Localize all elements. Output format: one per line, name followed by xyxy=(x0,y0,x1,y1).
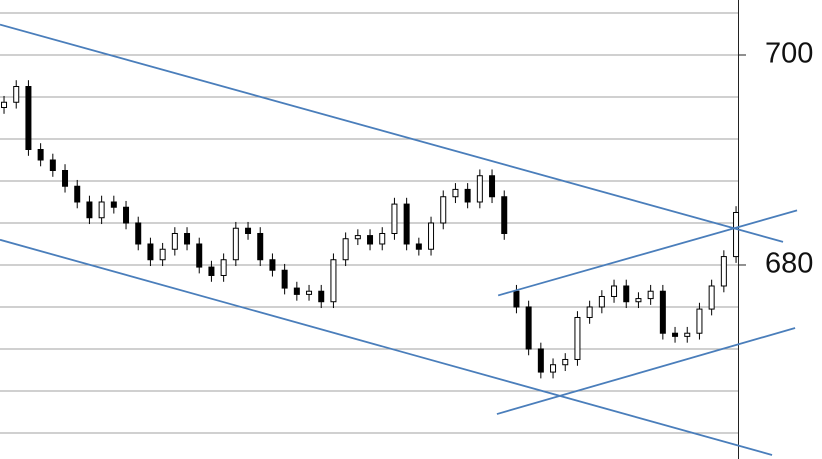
candle-body xyxy=(672,332,679,337)
candle-body xyxy=(123,206,130,224)
candle-body xyxy=(354,235,361,240)
candle-body xyxy=(1,101,8,109)
candle-body xyxy=(25,86,32,151)
trendline xyxy=(497,209,798,297)
candle-body xyxy=(86,201,93,219)
candle-body xyxy=(659,290,666,334)
candle-body xyxy=(342,238,349,261)
candle-body xyxy=(550,364,557,373)
candle-body xyxy=(98,201,105,219)
candle-body xyxy=(489,175,496,198)
candle-body xyxy=(220,259,227,276)
candle-body xyxy=(184,232,191,245)
candle-body xyxy=(135,222,142,245)
candle-body xyxy=(306,290,313,295)
candle-body xyxy=(708,285,715,310)
candle-body xyxy=(196,243,203,268)
candle-body xyxy=(586,306,593,318)
candle-body xyxy=(428,222,435,250)
candle-body xyxy=(208,266,215,276)
candle-body xyxy=(720,256,727,287)
candle-body xyxy=(476,175,483,203)
candle-body xyxy=(647,290,654,300)
candle-body xyxy=(330,259,337,303)
candle-body xyxy=(62,169,69,187)
candle-body xyxy=(696,308,703,334)
candle-body xyxy=(415,243,422,250)
y-tick-label: 700 xyxy=(765,38,813,70)
candle-body xyxy=(281,269,288,289)
candle-body xyxy=(37,149,44,161)
candle-body xyxy=(318,290,325,303)
candle-body xyxy=(525,306,532,350)
trendline xyxy=(0,23,784,243)
candle-body xyxy=(501,196,508,234)
candle-body xyxy=(171,232,178,250)
candle-body xyxy=(623,285,630,303)
candle-body xyxy=(733,211,740,258)
candle-body xyxy=(537,348,544,373)
trendline xyxy=(496,327,796,415)
candle-body xyxy=(13,86,20,103)
candle-body xyxy=(452,188,459,198)
candle-body xyxy=(49,159,56,171)
candle-body xyxy=(464,188,471,203)
candle-body xyxy=(74,185,81,203)
candle-body xyxy=(379,232,386,245)
candle-body xyxy=(293,287,300,295)
candle-body xyxy=(684,332,691,337)
candle-body xyxy=(574,316,581,360)
candle-body xyxy=(159,248,166,261)
candle-body xyxy=(367,235,374,245)
trendline xyxy=(0,238,773,456)
candle-body xyxy=(391,203,398,234)
candle-body xyxy=(147,243,154,261)
candle-body xyxy=(269,259,276,271)
candle-body xyxy=(440,196,447,224)
candle-body xyxy=(257,232,264,261)
candle-body xyxy=(611,285,618,297)
candle-body xyxy=(245,227,252,234)
candle-body xyxy=(232,227,239,261)
candle-body xyxy=(110,201,117,208)
candle-body xyxy=(562,358,569,366)
candle-body xyxy=(403,203,410,245)
y-tick-label: 680 xyxy=(765,248,813,280)
candle-body xyxy=(513,290,520,308)
candle-body xyxy=(635,298,642,303)
candle-body xyxy=(598,295,605,308)
